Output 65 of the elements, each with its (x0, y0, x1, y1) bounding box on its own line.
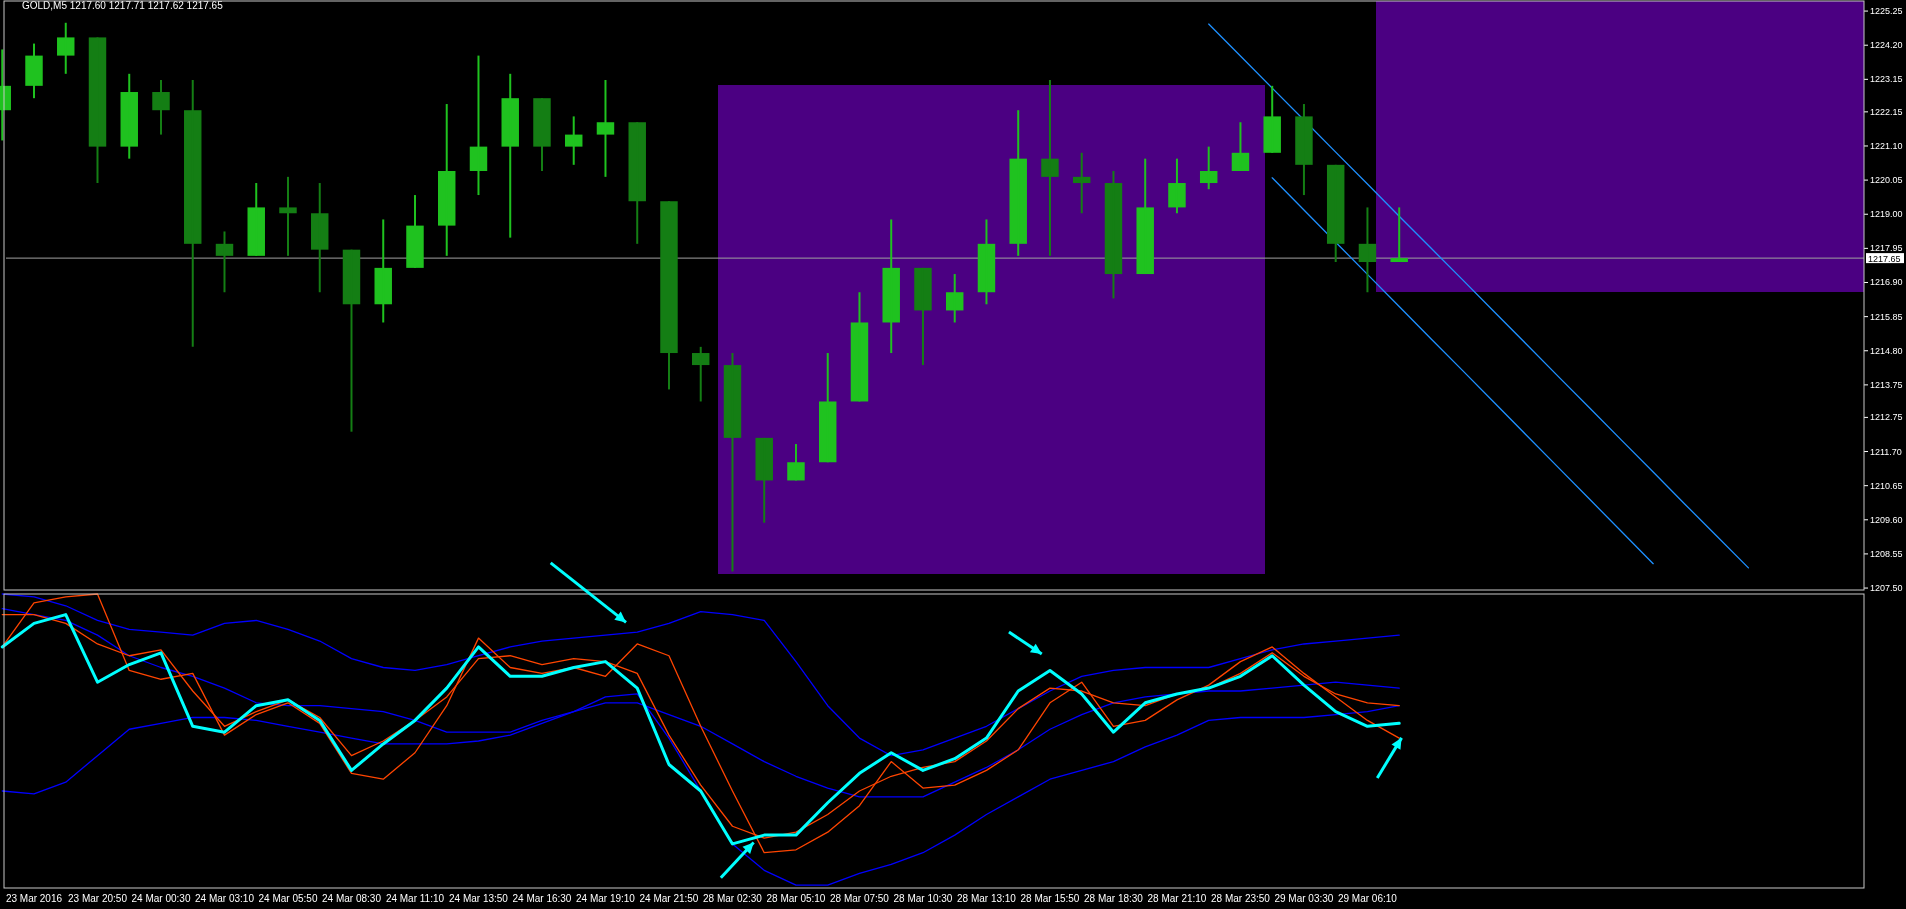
candlestick (25, 42, 43, 100)
candlestick (596, 78, 615, 178)
candlestick (1041, 78, 1059, 257)
y-tick-label: 1214.80 (1870, 345, 1903, 356)
y-tick-label: 1211.70 (1870, 446, 1902, 457)
y-tick-label: 1208.55 (1870, 548, 1903, 559)
x-tick-label: 28 Mar 10:30 (893, 893, 953, 904)
candlestick (628, 121, 646, 245)
candlestick (501, 72, 519, 239)
candlestick (533, 97, 551, 172)
y-tick-label: 1210.65 (1870, 480, 1903, 491)
candlestick (787, 443, 805, 482)
line-series (1208, 23, 1750, 569)
candlestick (1168, 157, 1186, 215)
x-tick-label: 24 Mar 21:50 (639, 893, 699, 904)
y-tick-label: 1219.00 (1870, 209, 1903, 220)
candlestick (1009, 109, 1027, 257)
candlestick (152, 78, 170, 136)
y-tick-label: 1224.20 (1870, 40, 1903, 51)
y-tick-label: 1213.75 (1870, 379, 1903, 390)
y-tick-label: 1221.10 (1870, 140, 1903, 151)
y-tick-label: 1217.95 (1870, 243, 1903, 254)
x-tick-label: 29 Mar 06:10 (1337, 893, 1398, 904)
y-tick-label: 1220.05 (1870, 175, 1903, 186)
candlestick (882, 218, 900, 355)
x-tick-label: 28 Mar 18:30 (1083, 893, 1144, 904)
x-tick-label: 24 Mar 00:30 (131, 893, 191, 904)
candlestick (755, 436, 773, 524)
x-tick-label: 29 Mar 03:30 (1274, 893, 1334, 904)
candlestick (914, 266, 932, 367)
y-tick-label: 1209.60 (1870, 514, 1903, 525)
chart-title: GOLD,M5 1217.60 1217.71 1217.62 1217.65 (22, 0, 224, 11)
x-tick-label: 28 Mar 07:50 (830, 893, 890, 904)
y-tick-label: 1207.50 (1870, 583, 1903, 594)
y-tick-label: 1225.25 (1870, 6, 1903, 17)
x-tick-label: 24 Mar 03:10 (195, 893, 255, 904)
x-tick-label: 28 Mar 23:50 (1210, 893, 1271, 904)
x-tick-label: 24 Mar 19:10 (576, 893, 636, 904)
x-tick-label: 24 Mar 13:50 (449, 893, 509, 904)
candlestick (660, 200, 678, 391)
x-tick-label: 28 Mar 05:10 (766, 893, 826, 904)
candlestick (1390, 206, 1408, 264)
x-tick-label: 24 Mar 11:10 (385, 893, 445, 904)
x-tick-label: 28 Mar 15:50 (1020, 893, 1080, 904)
y-tick-label: 1223.15 (1870, 74, 1903, 85)
line-series (1271, 177, 1654, 565)
x-tick-label: 24 Mar 05:50 (258, 893, 318, 904)
y-tick-label: 1222.15 (1870, 106, 1903, 117)
ref-line-label: 1217.65 (1868, 253, 1901, 264)
y-tick-label: 1212.75 (1870, 412, 1903, 423)
candlestick (57, 21, 75, 75)
candlestick (1263, 84, 1281, 154)
candlestick (1136, 157, 1154, 276)
x-tick-label: 23 Mar 2016 (5, 893, 63, 904)
candlestick (406, 194, 424, 269)
y-tick-label: 1216.90 (1870, 277, 1903, 288)
x-tick-label: 23 Mar 20:50 (68, 893, 128, 904)
candlestick (279, 175, 297, 257)
x-tick-label: 24 Mar 08:30 (322, 893, 382, 904)
x-tick-label: 28 Mar 13:10 (956, 893, 1017, 904)
y-tick-label: 1215.85 (1870, 311, 1903, 322)
candlestick (1295, 103, 1313, 197)
x-tick-label: 24 Mar 16:30 (512, 893, 572, 904)
x-tick-label: 28 Mar 02:30 (703, 893, 763, 904)
x-tick-label: 28 Mar 21:10 (1147, 893, 1207, 904)
